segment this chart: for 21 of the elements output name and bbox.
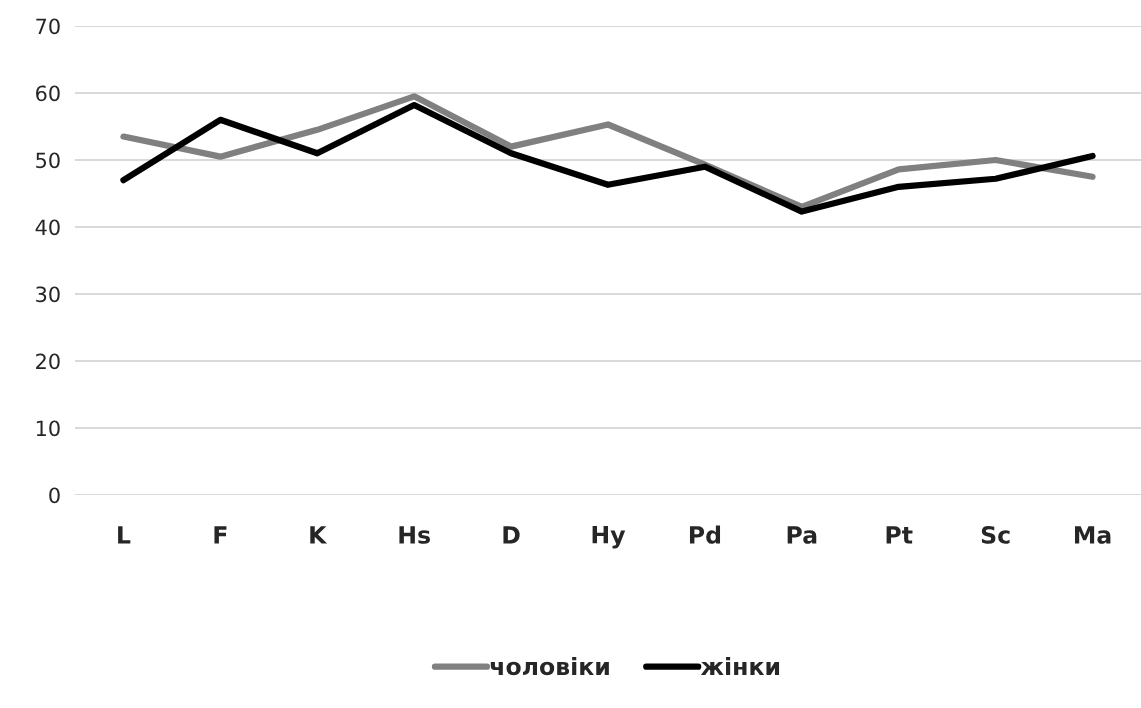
- x-tick-label: F: [214, 526, 227, 544]
- x-tick-label: L: [118, 526, 131, 544]
- legend-label: жінки: [700, 656, 780, 675]
- x-tick-label: Sc: [981, 525, 1010, 544]
- y-tick-label: 0: [49, 487, 60, 504]
- x-tick-label: Pd: [689, 525, 721, 544]
- x-tick-label: Pt: [886, 526, 913, 544]
- y-tick-label: 60: [36, 85, 60, 102]
- x-tick-label: D: [503, 526, 520, 544]
- legend-label: чоловіки: [490, 656, 609, 676]
- y-tick-label: 50: [36, 152, 60, 169]
- y-tick-label: 40: [35, 219, 60, 236]
- y-tick-label: 20: [36, 353, 60, 370]
- x-tick-label: Hy: [592, 526, 626, 549]
- x-tick-label: Pa: [787, 526, 817, 544]
- y-tick-label: 30: [36, 286, 60, 303]
- y-tick-label: 70: [36, 18, 60, 35]
- x-tick-label: Ma: [1075, 526, 1111, 544]
- y-tick-label: 10: [36, 420, 60, 437]
- x-tick-label: Hs: [399, 526, 430, 544]
- x-tick-label: K: [310, 526, 328, 544]
